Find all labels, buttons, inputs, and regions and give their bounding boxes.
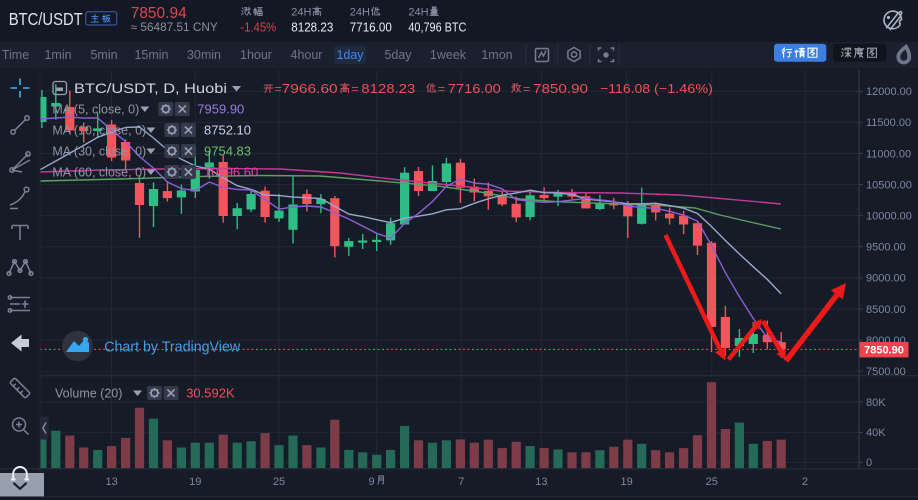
svg-text:40K: 40K	[866, 427, 886, 439]
svg-text:10000.00: 10000.00	[866, 211, 912, 223]
svg-text:5day: 5day	[384, 48, 412, 62]
svg-text:8500.00: 8500.00	[866, 304, 906, 316]
svg-text:25: 25	[273, 476, 285, 488]
svg-text:8128.23: 8128.23	[291, 19, 333, 34]
svg-text:13: 13	[535, 476, 547, 488]
svg-text:9000.00: 9000.00	[866, 273, 906, 285]
svg-text:11500.00: 11500.00	[866, 117, 911, 129]
svg-text:(−1.46%): (−1.46%)	[654, 81, 713, 96]
svg-text:MA (5, close, 0): MA (5, close, 0)	[52, 102, 139, 116]
svg-text:8128.23: 8128.23	[361, 81, 415, 96]
svg-text:24H: 24H	[291, 7, 311, 19]
svg-text:MA (60, close, 0): MA (60, close, 0)	[52, 165, 146, 179]
svg-text:7500.00: 7500.00	[866, 366, 906, 378]
svg-text:40,796 BTC: 40,796 BTC	[408, 19, 466, 34]
svg-text:11000.00: 11000.00	[866, 148, 911, 160]
svg-text:15min: 15min	[134, 48, 168, 62]
svg-text:12000.00: 12000.00	[866, 86, 912, 98]
svg-text:1week: 1week	[430, 48, 467, 62]
svg-text:2: 2	[802, 476, 808, 488]
svg-text:1hour: 1hour	[240, 48, 272, 62]
svg-text:Chart by TradingView: Chart by TradingView	[104, 339, 240, 356]
svg-text:Time: Time	[2, 48, 29, 62]
svg-text:25: 25	[706, 476, 718, 488]
svg-text:=: =	[438, 82, 445, 96]
svg-text:24H: 24H	[350, 7, 370, 19]
svg-text:7850.94: 7850.94	[131, 5, 187, 22]
svg-text:19: 19	[620, 476, 632, 488]
svg-text:4hour: 4hour	[291, 48, 323, 62]
svg-text:7850.90: 7850.90	[864, 344, 904, 356]
svg-text:7966.60: 7966.60	[282, 81, 338, 96]
svg-text:7716.00: 7716.00	[350, 19, 392, 34]
svg-text:=: =	[351, 82, 358, 96]
svg-text:≈ 56487.51 CNY: ≈ 56487.51 CNY	[131, 22, 218, 34]
svg-text:1mon: 1mon	[481, 48, 512, 62]
svg-text:9754.83: 9754.83	[204, 144, 251, 159]
svg-text:5min: 5min	[90, 48, 117, 62]
svg-text:9: 9	[368, 476, 374, 488]
svg-text:BTC/USDT, D, Huobi: BTC/USDT, D, Huobi	[74, 81, 227, 96]
svg-text:10500.00: 10500.00	[866, 179, 912, 191]
svg-text:=: =	[523, 82, 530, 96]
svg-text:7716.00: 7716.00	[448, 81, 501, 96]
svg-text:BTC/USDT: BTC/USDT	[9, 9, 83, 29]
svg-text:-1.45%: -1.45%	[240, 19, 276, 34]
svg-text:30.592K: 30.592K	[186, 386, 235, 401]
svg-text:80K: 80K	[866, 397, 886, 409]
svg-text:Volume (20): Volume (20)	[55, 386, 122, 400]
svg-text:24H: 24H	[408, 7, 428, 19]
svg-text:7959.90: 7959.90	[197, 102, 244, 117]
svg-text:−116.08: −116.08	[600, 81, 650, 96]
svg-text:8752.10: 8752.10	[204, 123, 251, 138]
svg-text:MA (10, close, 0): MA (10, close, 0)	[52, 123, 146, 137]
svg-text:9500.00: 9500.00	[866, 242, 906, 254]
svg-text:7: 7	[458, 476, 464, 488]
svg-text:1day: 1day	[336, 48, 364, 62]
svg-text:19: 19	[189, 476, 201, 488]
svg-text:MA (30, close, 0): MA (30, close, 0)	[52, 144, 146, 158]
svg-text:0: 0	[866, 457, 872, 469]
svg-text:=: =	[275, 82, 282, 96]
svg-text:10196.60: 10196.60	[204, 165, 258, 180]
svg-text:1min: 1min	[44, 48, 71, 62]
svg-text:7850.90: 7850.90	[533, 81, 588, 96]
svg-text:13: 13	[105, 476, 117, 488]
svg-text:30min: 30min	[187, 48, 221, 62]
